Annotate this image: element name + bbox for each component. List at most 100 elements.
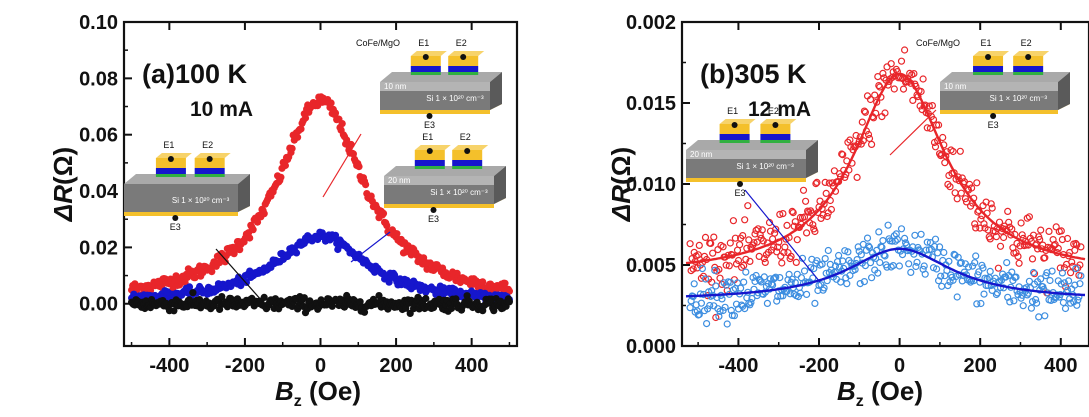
electrode-label: E2 xyxy=(456,38,467,48)
bottom-electrode xyxy=(384,204,494,208)
data-point xyxy=(696,242,702,248)
probe-dot xyxy=(423,54,429,60)
x-axis-label-symbol: B xyxy=(837,376,856,406)
data-point xyxy=(825,248,831,254)
probe-dot-e3 xyxy=(990,113,996,119)
x-tick-label: 0 xyxy=(315,355,326,377)
y-axis-label: ΔR(Ω) xyxy=(48,147,78,222)
data-point xyxy=(836,253,842,259)
y-axis-label: ΔR(Ω) xyxy=(606,147,636,222)
data-point xyxy=(912,232,918,238)
probe-dot xyxy=(207,156,213,162)
data-point xyxy=(823,190,829,196)
x-axis-label: Bz (Oe) xyxy=(837,376,923,410)
data-point xyxy=(687,305,693,311)
data-point xyxy=(246,234,253,241)
data-point xyxy=(1030,256,1036,262)
pointer-line xyxy=(745,190,820,282)
data-point xyxy=(293,249,300,256)
bottom-electrode xyxy=(380,110,490,114)
x-tick-label: 400 xyxy=(1044,355,1077,377)
electrode-label-e3: E3 xyxy=(170,222,181,232)
data-point xyxy=(867,136,873,142)
x-axis-label-unit: (Oe) xyxy=(302,376,361,406)
bottom-electrode xyxy=(686,178,806,182)
y-tick-label: 0.015 xyxy=(626,93,676,115)
contact-mgo xyxy=(411,66,441,72)
panel-temperature: 305 K xyxy=(734,59,807,89)
electrode-label-e3: E3 xyxy=(424,120,435,130)
data-point xyxy=(189,289,196,296)
data-point xyxy=(1069,259,1075,265)
data-point xyxy=(691,281,697,287)
panel-title: (b)305 K xyxy=(700,59,807,89)
x-axis-label: Bz (Oe) xyxy=(275,376,361,410)
data-point xyxy=(1011,298,1017,304)
y-tick-label: 0.005 xyxy=(626,255,676,277)
electrode-label: E1 xyxy=(418,38,429,48)
contact-top xyxy=(1013,51,1049,56)
data-point xyxy=(801,187,807,193)
data-point xyxy=(954,196,960,202)
data-point xyxy=(920,76,926,82)
silicon-doping-label: Si 1 × 10²⁰ cm⁻³ xyxy=(736,162,794,171)
contact-cofe xyxy=(411,72,441,75)
x-axis-label-unit: (Oe) xyxy=(864,376,923,406)
data-point xyxy=(868,260,874,266)
probe-dot xyxy=(464,148,470,154)
data-point xyxy=(737,242,743,248)
data-point xyxy=(1068,270,1074,276)
substrate-top xyxy=(124,174,250,184)
data-point xyxy=(742,217,748,223)
data-point xyxy=(328,99,335,106)
contact-mgo xyxy=(452,160,482,166)
data-point xyxy=(289,145,296,152)
contact-cofe xyxy=(195,174,225,177)
data-point xyxy=(294,134,301,141)
contact-cofe xyxy=(452,166,482,169)
data-point xyxy=(941,250,947,256)
data-point xyxy=(865,235,871,241)
y-tick-label: 0.002 xyxy=(626,12,676,34)
device-diagram: E1 E2Si 1 × 10²⁰ cm⁻³E3 xyxy=(124,140,250,232)
data-point xyxy=(713,283,719,289)
device-diagram: E1 E2CoFe/MgO10 nmSi 1 × 10²⁰ cm⁻³E3 xyxy=(916,38,1070,130)
y-tick-label: 0.02 xyxy=(79,237,118,259)
probe-dot-e3 xyxy=(172,215,178,221)
data-point xyxy=(779,260,785,266)
contact-top xyxy=(156,153,192,158)
data-point xyxy=(880,238,886,244)
data-point xyxy=(1036,314,1042,320)
data-point xyxy=(869,275,875,281)
data-point xyxy=(935,250,941,256)
contact-mgo xyxy=(760,134,790,140)
data-point xyxy=(794,271,800,277)
contact-mgo xyxy=(973,66,1003,72)
data-point xyxy=(978,301,984,307)
x-axis-label-subscript: z xyxy=(856,393,864,410)
data-point xyxy=(1004,260,1010,266)
data-point xyxy=(1016,260,1022,266)
data-point xyxy=(743,269,749,275)
data-point xyxy=(952,190,958,196)
silicon-doping-label: Si 1 × 10²⁰ cm⁻³ xyxy=(990,94,1048,103)
x-tick-label: 200 xyxy=(964,355,997,377)
silicon-doping-label: Si 1 × 10²⁰ cm⁻³ xyxy=(172,196,230,205)
cofe-mgo-label: CoFe/MgO xyxy=(916,38,960,48)
data-point xyxy=(793,259,799,265)
y-tick-label: 0.000 xyxy=(626,336,676,358)
thickness-label: 20 nm xyxy=(690,150,713,159)
data-point xyxy=(804,291,810,297)
data-point xyxy=(822,256,828,262)
electrode-label: E2 xyxy=(202,140,213,150)
contact-mgo xyxy=(195,168,225,174)
data-point xyxy=(872,92,878,98)
data-point xyxy=(995,265,1001,271)
contact-top xyxy=(760,119,796,124)
data-point xyxy=(911,71,917,77)
y-axis-label-unit: (Ω) xyxy=(48,147,78,185)
silicon-doping-label: Si 1 × 10²⁰ cm⁻³ xyxy=(426,94,484,103)
bottom-electrode xyxy=(124,212,238,216)
data-point xyxy=(1063,306,1069,312)
data-point xyxy=(876,229,882,235)
